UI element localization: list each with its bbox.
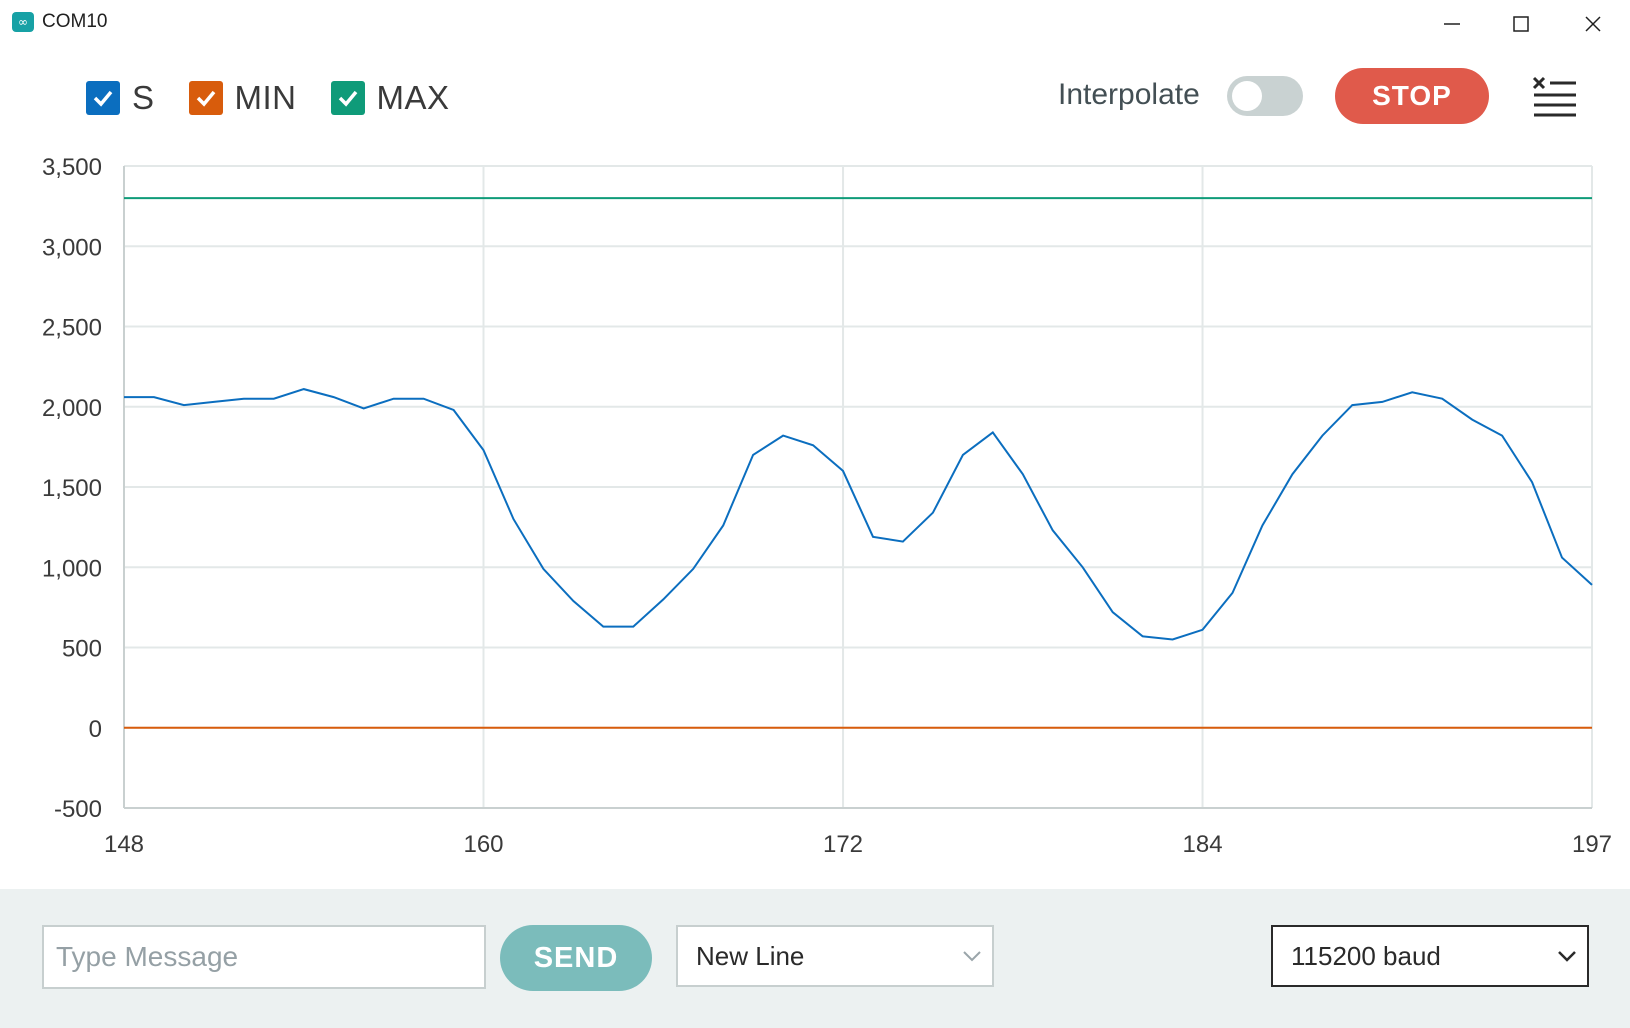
y-tick-label: 3,500: [42, 154, 102, 181]
window-title: COM10: [42, 11, 108, 32]
message-input[interactable]: [42, 925, 486, 989]
baud-rate-value: 115200 baud: [1291, 940, 1441, 971]
chevron-down-icon: [1547, 950, 1587, 962]
series-line-s: [124, 388, 1593, 641]
interpolate-label: Interpolate: [1058, 78, 1200, 111]
baud-rate-select[interactable]: 115200 baud: [1271, 925, 1589, 987]
checkbox-checked-icon[interactable]: [330, 81, 365, 115]
y-tick-label: 1,500: [42, 475, 102, 502]
x-tick-label: 172: [823, 831, 863, 858]
clear-list-icon: [1532, 76, 1576, 117]
y-tick-label: 3,000: [42, 234, 102, 261]
y-tick-label: -500: [54, 796, 102, 823]
x-tick-label: 197: [1572, 831, 1612, 858]
checkbox-checked-icon[interactable]: [188, 81, 223, 115]
close-icon: [1585, 16, 1601, 32]
legend-item-min[interactable]: MIN: [188, 79, 297, 117]
maximize-icon: [1513, 16, 1529, 32]
maximize-button[interactable]: [1491, 2, 1551, 46]
legend-label: MAX: [376, 79, 450, 116]
legend: S MIN MAX: [86, 78, 484, 118]
line-ending-select[interactable]: New Line: [676, 925, 994, 987]
y-tick-label: 500: [62, 636, 102, 663]
toggle-knob: [1232, 81, 1262, 111]
minimize-button[interactable]: [1422, 2, 1482, 46]
stop-button[interactable]: STOP: [1335, 68, 1489, 124]
title-bar: ∞ COM10: [0, 0, 1630, 46]
legend-label: MIN: [234, 79, 297, 116]
minimize-icon: [1444, 23, 1460, 25]
close-button[interactable]: [1563, 2, 1623, 46]
chevron-down-icon: [952, 950, 992, 962]
line-ending-value: New Line: [696, 940, 805, 971]
x-tick-label: 160: [463, 831, 503, 858]
y-tick-label: 0: [89, 716, 102, 743]
legend-item-s[interactable]: S: [86, 79, 155, 117]
send-button[interactable]: SEND: [500, 925, 652, 991]
y-tick-label: 1,000: [42, 555, 102, 582]
legend-label: S: [132, 79, 155, 116]
y-tick-label: 2,000: [42, 395, 102, 422]
y-tick-label: 2,500: [42, 315, 102, 342]
legend-item-max[interactable]: MAX: [330, 79, 450, 117]
x-tick-label: 184: [1183, 831, 1223, 858]
plot-chart: 3,500 3,000 2,500 2,000 1,500 1,000 500 0 -50014…: [42, 154, 1612, 858]
x-tick-label: 148: [104, 831, 144, 858]
interpolate-toggle[interactable]: [1227, 76, 1303, 116]
clear-button[interactable]: [1530, 74, 1580, 118]
checkbox-checked-icon[interactable]: [86, 81, 120, 115]
arduino-icon: ∞: [12, 12, 34, 32]
